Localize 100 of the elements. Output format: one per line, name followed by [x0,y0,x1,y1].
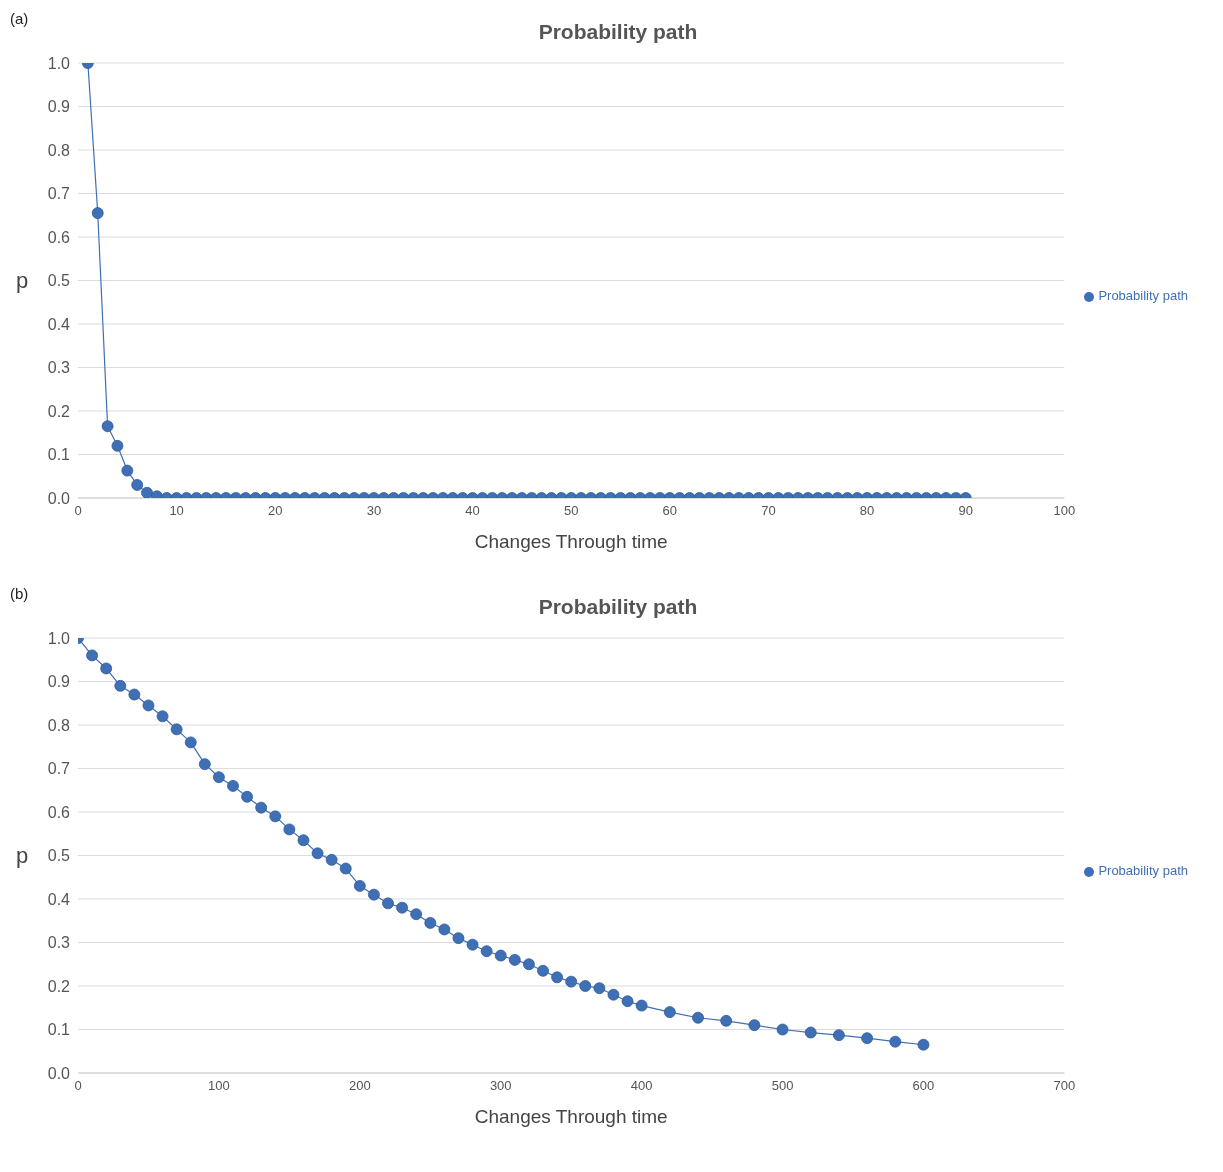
point [382,897,394,910]
y-tick-label: 0.5 [47,847,71,865]
point [297,834,310,847]
chart-title: Probability path [538,595,698,618]
point [537,964,549,977]
point [776,1023,789,1036]
point [551,971,563,984]
point [325,853,338,866]
y-tick-label: 0.6 [47,228,71,246]
point [368,888,380,901]
y-tick-label: 0.7 [47,760,71,778]
x-tick-label: 500 [771,1078,794,1094]
y-tick-label: 0.9 [47,98,71,116]
point [621,995,634,1008]
y-tick-label: 0.0 [47,489,71,507]
x-tick-label: 300 [489,1078,512,1094]
point [508,954,521,966]
point [86,649,98,662]
legend-label: Probability path [1098,288,1188,303]
point [339,862,352,875]
y-tick-label: 0.4 [47,890,71,908]
x-axis-title: Changes Through time [474,1106,668,1127]
x-tick-label: 200 [348,1078,371,1094]
point [663,1006,676,1018]
legend-label: Probability path [1098,863,1188,878]
point [424,917,437,929]
point [128,688,141,701]
y-tick-label: 0.2 [47,977,71,995]
x-tick-label: 20 [268,503,283,519]
y-tick-label: 0.8 [47,141,71,159]
x-tick-label: 60 [662,503,678,519]
text: (a) [10,10,29,27]
point [438,923,451,936]
x-tick-label: 40 [465,503,480,519]
y-tick-label: 1.0 [47,54,71,72]
point [480,945,493,958]
point [565,975,578,988]
point [283,823,296,836]
point [720,1014,733,1027]
point [156,710,169,723]
point [100,662,113,675]
x-tick-label: 100 [208,1078,230,1094]
point [198,758,211,771]
chart-title: Probability path [538,20,698,43]
y-tick-label: 0.1 [47,1021,71,1039]
y-axis-title: p [16,843,29,869]
y-tick-label: 0.3 [47,359,71,377]
y-tick-label: 0.5 [47,272,71,290]
y-tick-label: 0.2 [47,402,71,420]
point [523,958,535,971]
y-tick-label: 0.7 [47,185,71,203]
y-tick-label: 0.8 [47,716,71,734]
x-tick-label: 0 [74,503,82,519]
point [353,880,366,892]
x-tick-label: 50 [563,503,579,519]
point [917,1038,930,1051]
x-tick-label: 30 [366,503,382,519]
y-tick-label: 1.0 [47,629,71,647]
text: (b) [10,585,29,602]
point [692,1011,704,1024]
x-tick-label: 10 [169,503,184,519]
point [452,932,465,945]
y-axis-title: p [16,268,29,294]
x-tick-label: 700 [1053,1078,1076,1094]
point [593,982,606,995]
y-tick-label: 0.0 [47,1064,71,1082]
x-tick-label: 400 [630,1078,653,1094]
point [889,1035,902,1048]
x-tick-label: 0 [74,1078,82,1094]
y-tick-label: 0.3 [47,934,71,952]
point [635,999,648,1012]
point [213,771,225,784]
point [142,699,155,712]
y-tick-label: 0.9 [47,673,71,691]
point [396,901,408,914]
point [184,736,197,749]
point [748,1019,761,1032]
point [804,1026,817,1039]
x-tick-label: 600 [912,1078,935,1094]
point [311,847,324,860]
point [114,679,127,692]
x-tick-label: 100 [1053,503,1076,519]
point [579,980,592,992]
y-tick-label: 0.1 [47,446,71,464]
point [466,938,479,951]
point [241,790,253,803]
point [255,801,268,814]
x-axis-title: Changes Through time [474,531,668,552]
point [494,949,507,962]
x-tick-label: 70 [761,503,776,519]
x-tick-label: 80 [859,503,875,519]
point [833,1029,845,1042]
x-tick-label: 90 [958,503,973,519]
y-tick-label: 0.4 [47,315,71,333]
point [607,988,620,1001]
point [227,780,239,792]
point [269,810,282,823]
point [410,908,423,921]
point [170,723,183,736]
point [861,1032,873,1045]
